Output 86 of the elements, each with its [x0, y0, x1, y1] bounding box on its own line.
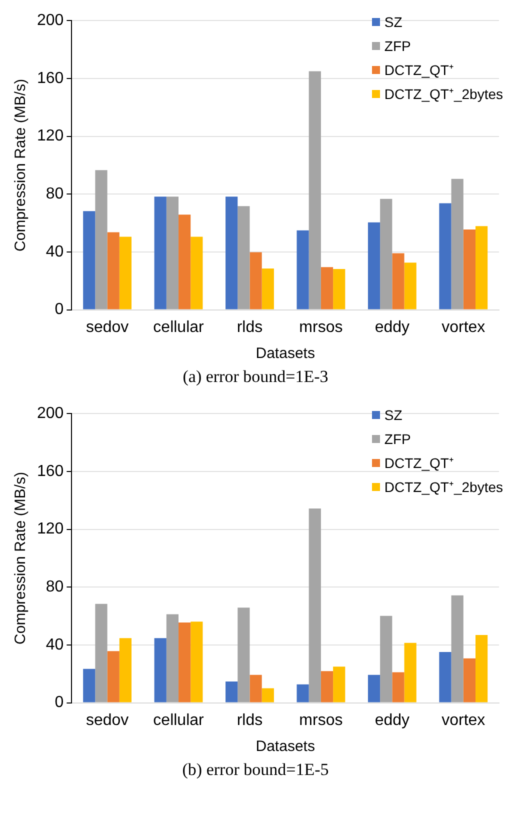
x-tick-label: eddy	[374, 318, 410, 336]
bar	[119, 236, 132, 310]
x-tick-label: vortex	[442, 318, 486, 336]
bar	[262, 268, 274, 310]
legend-label: SZ	[384, 406, 402, 425]
legend-label: DCTZ_QT⁺_2bytes	[384, 478, 503, 497]
bar	[166, 614, 179, 702]
y-tick-label: 160	[36, 462, 64, 480]
bar	[333, 269, 346, 310]
bar	[380, 198, 392, 310]
y-tick-label: 80	[46, 186, 64, 203]
bar	[154, 638, 166, 702]
bar	[404, 642, 416, 702]
bar	[476, 226, 488, 310]
bar	[190, 236, 203, 310]
bar	[463, 658, 476, 702]
bar	[107, 232, 120, 310]
bar	[296, 230, 309, 310]
legend-label: ZFP	[384, 37, 411, 56]
bar	[439, 203, 452, 310]
bar	[392, 672, 404, 702]
bar	[262, 688, 274, 702]
bar	[404, 262, 416, 310]
bar	[380, 616, 392, 702]
legend-label: DCTZ_QT⁺	[384, 454, 454, 473]
legend-label: ZFP	[384, 430, 411, 449]
bar	[320, 267, 334, 310]
y-tick-label: 40	[46, 636, 64, 654]
x-axis-title: Datasets	[256, 738, 315, 756]
bar	[463, 230, 476, 310]
text: (b) error bound=1E-5	[181, 760, 330, 780]
y-axis-title: Compression Rate (MB/s)	[12, 78, 30, 252]
y-tick-label: 160	[36, 70, 64, 87]
y-tick-label: 40	[46, 243, 64, 260]
bar	[333, 666, 346, 702]
y-tick-label: 120	[36, 128, 64, 145]
bar	[308, 71, 321, 310]
y-axis-title: Compression Rate (MB/s)	[12, 472, 30, 644]
legend-label: DCTZ_QT⁺_2bytes	[384, 85, 503, 104]
bar	[451, 178, 464, 310]
y-tick-label: 120	[36, 520, 64, 538]
bar	[238, 206, 250, 310]
x-tick-label: rlds	[236, 318, 263, 336]
bar	[154, 196, 166, 310]
x-tick-label: eddy	[374, 712, 410, 729]
y-tick-label: 200	[36, 12, 64, 30]
x-tick-label: cellular	[153, 712, 205, 729]
bar	[296, 684, 309, 702]
bar	[451, 595, 464, 702]
x-tick-label: mrsos	[299, 712, 343, 729]
bar	[308, 508, 321, 702]
bar	[166, 196, 179, 310]
y-tick-label: 0	[54, 694, 64, 712]
x-tick-label: sedov	[86, 318, 129, 336]
x-axis-title: Datasets	[256, 345, 315, 362]
bar	[190, 622, 203, 702]
y-tick-label: 0	[54, 301, 64, 318]
x-tick-label: mrsos	[299, 318, 343, 336]
bar	[476, 634, 488, 702]
x-tick-label: vortex	[442, 712, 486, 729]
bar	[178, 622, 191, 702]
bar	[250, 674, 262, 702]
x-tick-label: sedov	[86, 712, 129, 729]
bar	[368, 222, 380, 310]
bar	[119, 638, 132, 702]
x-tick-label: rlds	[236, 712, 263, 729]
bar	[83, 668, 96, 702]
y-tick-label: 80	[46, 578, 64, 596]
bar	[95, 170, 108, 310]
bar	[226, 682, 238, 702]
bar	[178, 214, 191, 310]
x-tick-label: cellular	[153, 318, 205, 336]
y-tick-label: 200	[36, 405, 64, 422]
bar	[238, 608, 250, 702]
bar	[95, 604, 108, 702]
bar	[107, 651, 120, 702]
legend-label: DCTZ_QT⁺	[384, 61, 454, 80]
bar	[320, 671, 334, 702]
bar	[226, 196, 238, 310]
bar	[392, 253, 404, 310]
bar	[83, 211, 96, 310]
bar	[439, 652, 452, 702]
legend-label: SZ	[384, 13, 402, 32]
text: (a) error bound=1E-3	[182, 367, 330, 387]
bar	[368, 674, 380, 702]
bar	[250, 252, 262, 310]
